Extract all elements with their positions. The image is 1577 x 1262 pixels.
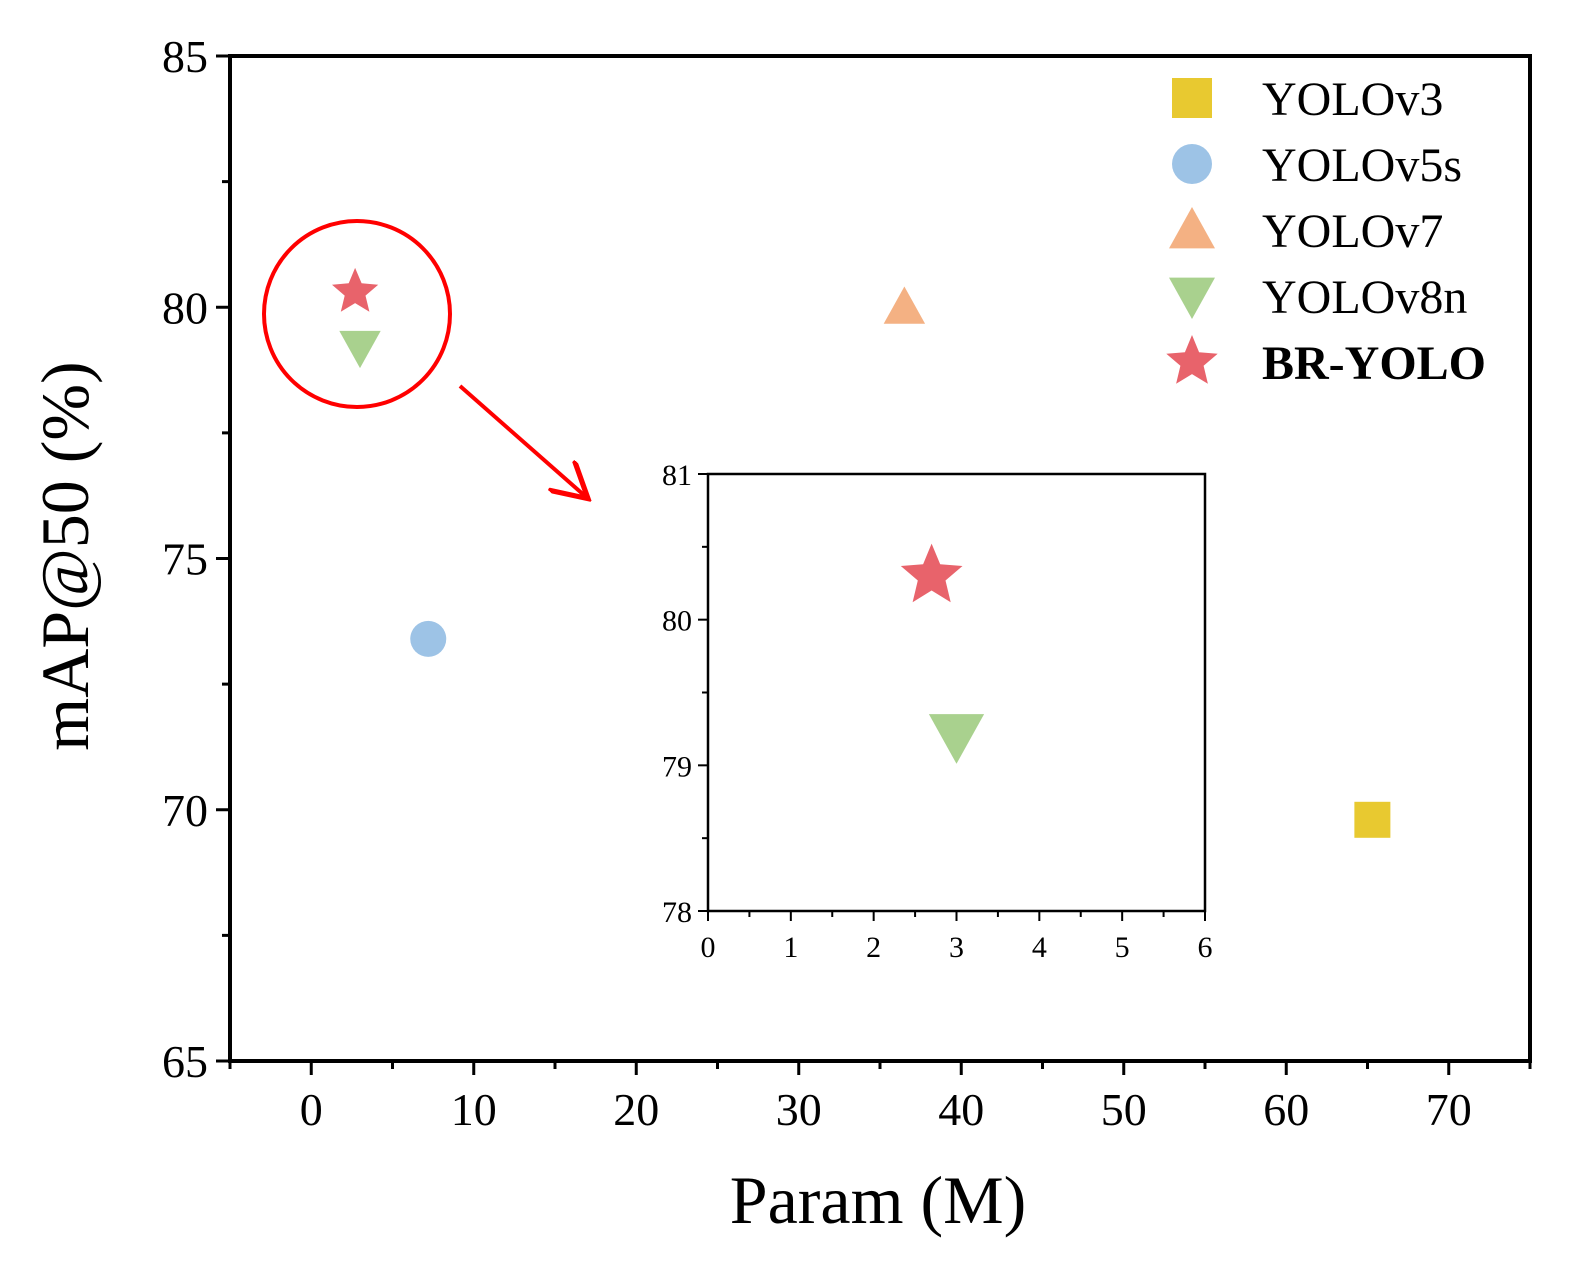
inset-plot-frame [706,472,1207,913]
inset-y-tick-label: 80 [662,605,692,638]
x-tick-label: 0 [300,1084,323,1135]
inset-point-br-yolo [900,543,963,603]
y-tick-label: 80 [162,282,208,333]
inset-x-tick-label: 2 [866,931,881,964]
point-yolov7 [883,286,926,324]
legend-label-yolov3: YOLOv3 [1262,73,1443,126]
x-tick-label: 10 [451,1084,497,1135]
inset-axis-tick-labels: 0 1 2 3 4 5 6 78 79 80 81 [662,459,1213,964]
inset-x-tick-label: 5 [1115,931,1130,964]
point-br-yolo [332,267,379,312]
inset-x-tick-label: 0 [701,931,716,964]
y-tick-label: 85 [162,31,208,82]
x-axis-title: Param (M) [730,1162,1026,1238]
x-tick-label: 20 [613,1084,659,1135]
legend-label-yolov5s: YOLOv5s [1262,139,1462,192]
legend-marker-yolov8n [1169,277,1215,319]
inset-x-tick-label: 1 [783,931,798,964]
x-tick-label: 60 [1263,1084,1309,1135]
inset-axis-ticks [698,473,1206,921]
highlight-arrow [458,384,585,496]
x-tick-label: 70 [1426,1084,1472,1135]
inset-y-tick-label: 79 [662,750,692,783]
legend-label-br-yolo: BR-YOLO [1262,337,1486,390]
y-tick-label: 65 [162,1036,208,1087]
x-tick-label: 50 [1101,1084,1147,1135]
legend-marker-yolov7 [1169,207,1215,249]
inset-point-yolov8n [928,714,985,764]
legend-label-yolov8n: YOLOv8n [1262,271,1467,324]
point-yolov5s [410,620,447,657]
main-axis-ticks [216,54,1532,1075]
point-yolov8n [339,330,381,369]
highlight-circle [262,219,452,409]
inset-y-tick-label: 78 [662,896,692,929]
inset-x-tick-label: 3 [949,931,964,964]
legend-marker-yolov3 [1172,78,1212,118]
point-yolov3 [1354,801,1391,838]
legend-label-yolov7: YOLOv7 [1262,205,1443,258]
x-tick-label: 40 [938,1084,984,1135]
x-tick-label: 30 [776,1084,822,1135]
main-data-points [332,267,1391,838]
inset-data-points [900,543,985,764]
y-tick-label: 75 [162,534,208,585]
legend-marker-br-yolo [1166,335,1218,384]
inset-x-tick-label: 6 [1198,931,1213,964]
inset-y-tick-label: 81 [662,459,692,492]
inset-x-tick-label: 4 [1032,931,1047,964]
legend-marker-yolov5s [1172,144,1212,184]
y-axis-title: mAP@50 (%) [27,361,103,750]
y-tick-label: 70 [162,785,208,836]
legend: YOLOv3 YOLOv5s YOLOv7 YOLOv8n BR-YOLO [1166,73,1486,390]
